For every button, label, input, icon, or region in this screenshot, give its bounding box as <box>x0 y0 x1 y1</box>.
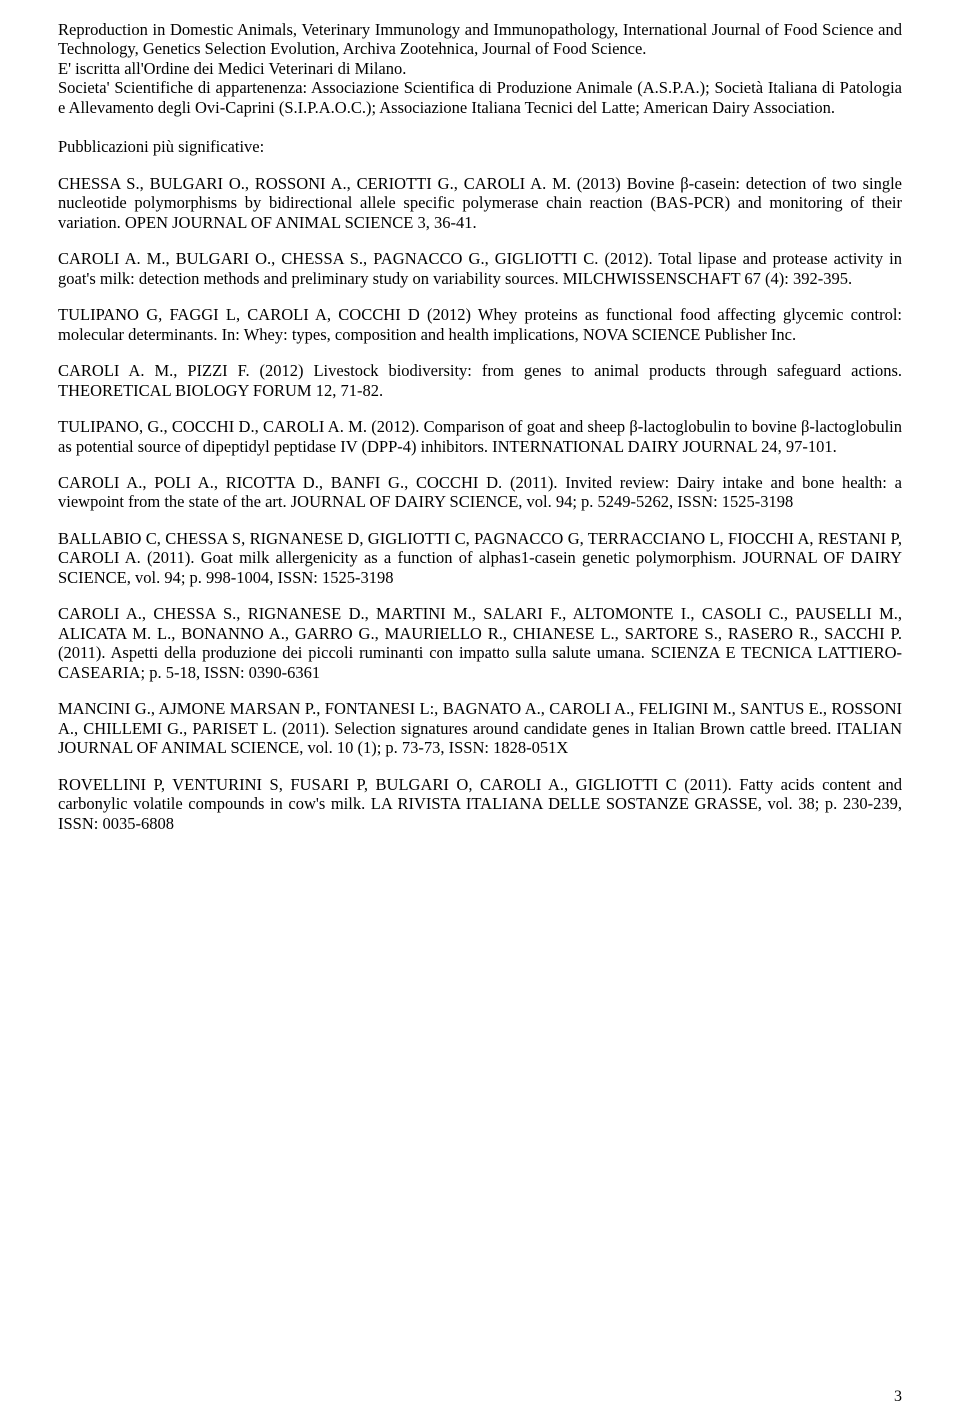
publication-entry: CAROLI A., CHESSA S., RIGNANESE D., MART… <box>58 604 902 682</box>
publication-entry: TULIPANO, G., COCCHI D., CAROLI A. M. (2… <box>58 417 902 456</box>
publication-entry: BALLABIO C, CHESSA S, RIGNANESE D, GIGLI… <box>58 529 902 587</box>
intro-paragraph-2: E' iscritta all'Ordine dei Medici Veteri… <box>58 59 902 78</box>
page-number: 3 <box>894 1388 902 1407</box>
publications-heading: Pubblicazioni più significative: <box>58 137 902 156</box>
intro-paragraph-3: Societa' Scientifiche di appartenenza: A… <box>58 78 902 117</box>
publication-entry: CAROLI A. M., PIZZI F. (2012) Livestock … <box>58 361 902 400</box>
publication-entry: CHESSA S., BULGARI O., ROSSONI A., CERIO… <box>58 174 902 232</box>
publication-entry: CAROLI A., POLI A., RICOTTA D., BANFI G.… <box>58 473 902 512</box>
publication-entry: CAROLI A. M., BULGARI O., CHESSA S., PAG… <box>58 249 902 288</box>
intro-paragraph-1: Reproduction in Domestic Animals, Veteri… <box>58 20 902 59</box>
publication-entry: MANCINI G., AJMONE MARSAN P., FONTANESI … <box>58 699 902 757</box>
publication-entry: ROVELLINI P, VENTURINI S, FUSARI P, BULG… <box>58 775 902 833</box>
publication-entry: TULIPANO G, FAGGI L, CAROLI A, COCCHI D … <box>58 305 902 344</box>
